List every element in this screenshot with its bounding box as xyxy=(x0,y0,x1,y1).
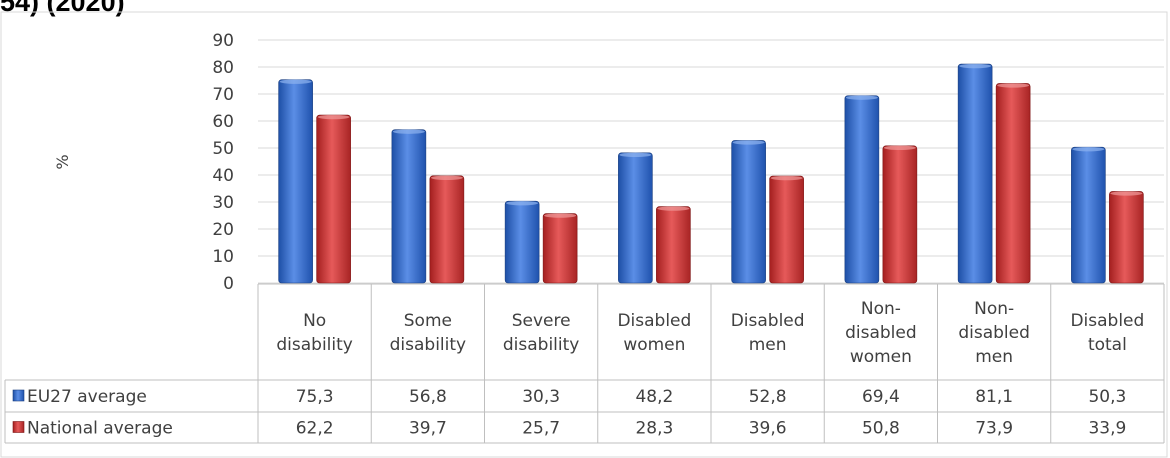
y-tick-label: 10 xyxy=(212,247,234,267)
bar-cap xyxy=(1110,191,1143,196)
data-value-label: 30,3 xyxy=(522,387,560,407)
category-label: Disabled xyxy=(731,311,805,331)
bar-cap xyxy=(883,145,916,151)
data-value-label: 81,1 xyxy=(975,387,1013,407)
chart-border xyxy=(0,11,1168,458)
category-label: disabled xyxy=(958,323,1030,343)
bar xyxy=(731,140,766,284)
bar xyxy=(391,129,427,284)
bar-cap xyxy=(770,175,803,181)
data-value-label: 28,3 xyxy=(635,419,673,439)
data-value-label: 48,2 xyxy=(635,387,673,407)
data-value-label: 50,8 xyxy=(862,419,900,439)
y-tick-label: 0 xyxy=(223,274,234,294)
category-label: Disabled xyxy=(1070,311,1144,331)
category-label: disability xyxy=(390,335,466,355)
category-label: Non- xyxy=(861,299,901,319)
bar-cap xyxy=(959,63,992,69)
bar-cap xyxy=(317,114,350,120)
bar xyxy=(618,152,653,284)
category-label: men xyxy=(749,335,787,355)
category-label: Severe xyxy=(512,311,571,331)
y-tick-label: 30 xyxy=(212,193,234,213)
category-label: women xyxy=(850,347,912,367)
bar xyxy=(542,213,578,284)
bar-cap xyxy=(845,95,878,100)
bar xyxy=(656,206,691,284)
category-label: Some xyxy=(404,311,452,331)
bar xyxy=(278,79,313,284)
data-value-label: 33,9 xyxy=(1088,419,1126,439)
bar-cap xyxy=(657,206,690,211)
legend-series-name: EU27 average xyxy=(27,387,147,407)
bar-cap xyxy=(544,213,577,218)
bar xyxy=(957,63,993,284)
bar xyxy=(769,175,804,284)
category-label: total xyxy=(1088,335,1127,355)
data-value-label: 52,8 xyxy=(749,387,787,407)
y-tick-label: 60 xyxy=(212,112,234,132)
data-value-label: 50,3 xyxy=(1088,387,1126,407)
bar xyxy=(844,95,880,284)
category-label: disability xyxy=(276,335,352,355)
category-label: Non- xyxy=(974,299,1014,319)
y-tick-label: 50 xyxy=(212,139,234,159)
category-label: disability xyxy=(503,335,579,355)
bar xyxy=(1109,191,1144,284)
category-label: No xyxy=(303,311,326,331)
bar xyxy=(429,175,465,284)
legend-series-name: National average xyxy=(27,419,173,439)
bar-cap xyxy=(732,140,765,145)
y-tick-label: 90 xyxy=(212,31,234,51)
bar-cap xyxy=(506,200,539,206)
data-value-label: 39,7 xyxy=(409,419,447,439)
data-value-label: 25,7 xyxy=(522,419,560,439)
bar xyxy=(504,200,540,284)
chart-title-fragment: 54) (2020) xyxy=(0,0,125,17)
data-value-label: 75,3 xyxy=(296,387,334,407)
y-tick-label: 80 xyxy=(212,58,234,78)
category-label: men xyxy=(975,347,1013,367)
category-label: disabled xyxy=(845,323,917,343)
bar-cap xyxy=(392,129,425,134)
bar-cap xyxy=(997,83,1030,88)
bar xyxy=(995,83,1031,284)
data-value-label: 39,6 xyxy=(749,419,787,439)
category-label: Disabled xyxy=(617,311,691,331)
y-tick-label: 40 xyxy=(212,166,234,186)
data-value-label: 69,4 xyxy=(862,387,900,407)
legend-swatch xyxy=(12,421,25,433)
data-value-label: 56,8 xyxy=(409,387,447,407)
bar-cap xyxy=(430,175,463,181)
data-value-label: 73,9 xyxy=(975,419,1013,439)
data-value-label: 62,2 xyxy=(296,419,334,439)
bar-cap xyxy=(1072,146,1105,152)
legend-swatch xyxy=(12,389,25,402)
bar xyxy=(882,145,918,284)
y-tick-label: 20 xyxy=(212,220,234,240)
bar xyxy=(1071,146,1106,284)
y-axis-label: % xyxy=(53,154,72,169)
bar-cap xyxy=(619,152,652,158)
bar xyxy=(316,114,351,284)
y-tick-label: 70 xyxy=(212,85,234,105)
category-label: women xyxy=(623,335,685,355)
bar-cap xyxy=(279,79,312,84)
